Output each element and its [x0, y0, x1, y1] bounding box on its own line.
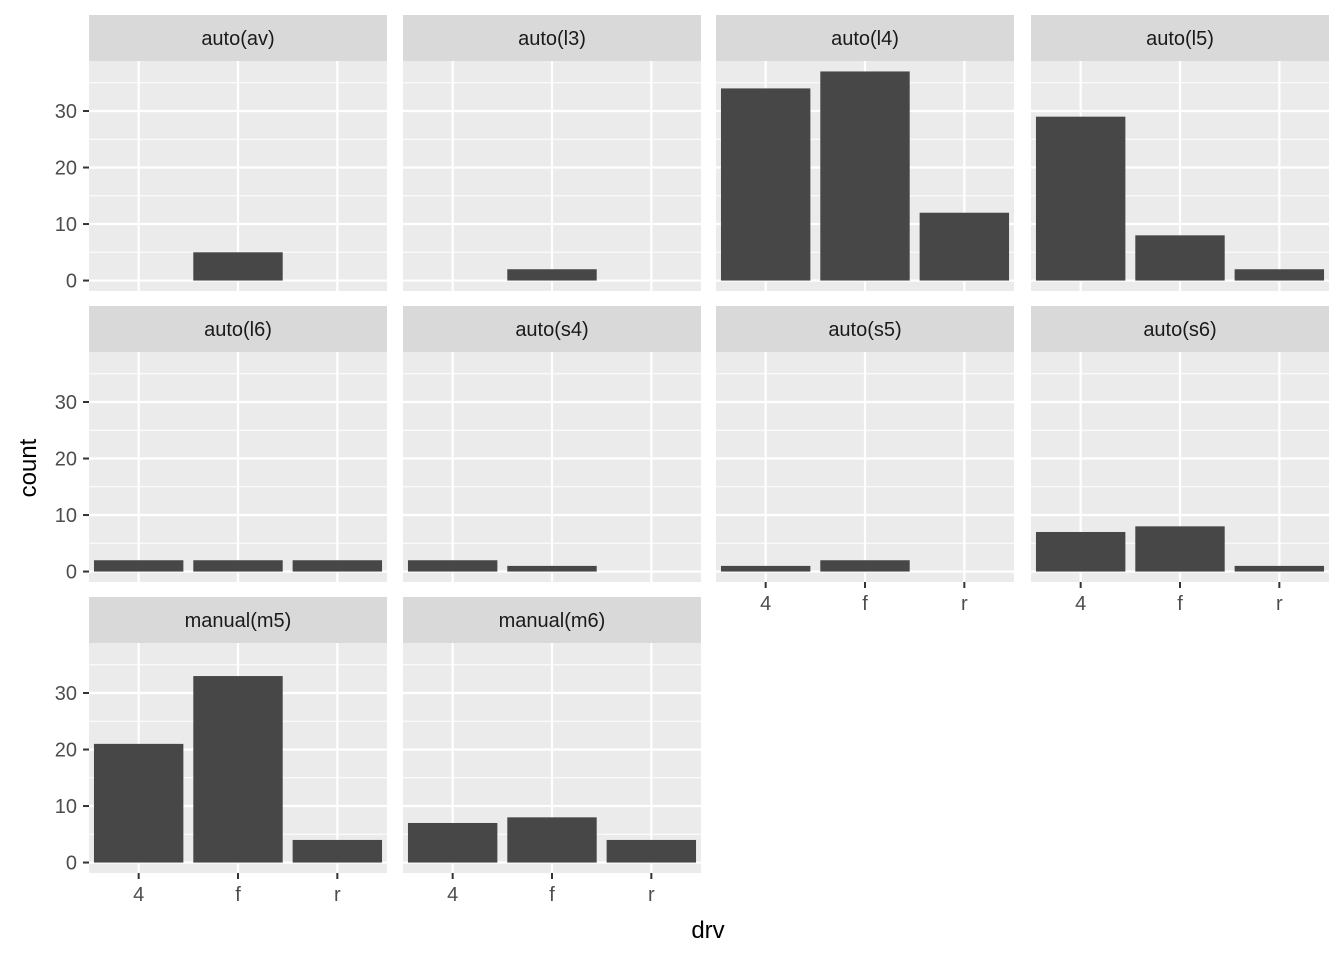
facet-strip [716, 306, 1014, 352]
bar-auto(l3)-f [507, 269, 597, 281]
facet-strip-label: auto(av) [201, 28, 274, 50]
bar-auto(s4)-4 [407, 560, 498, 572]
x-axis-title: drv [691, 917, 724, 944]
facet-strip-label: manual(m6) [499, 610, 606, 632]
facet-panel: auto(av) 0 10 20 30 [55, 15, 387, 293]
bar-auto(s6)-f [1135, 526, 1225, 572]
facet-strip-label: auto(l5) [1146, 28, 1214, 50]
facet-strip [1031, 306, 1329, 352]
bar-auto(av)-f [193, 252, 283, 281]
facet-strip [403, 306, 701, 352]
y-tick-label: 10 [55, 796, 77, 818]
bar-auto(s6)-4 [1035, 531, 1126, 572]
facet-panel: manual(m6) 4 f r [403, 597, 701, 906]
x-tick-label: f [235, 884, 241, 906]
y-tick-label: 0 [66, 853, 77, 875]
bar-auto(l5)-f [1135, 235, 1225, 281]
bar-auto(l5)-r [1234, 269, 1325, 281]
facet-panel: auto(s4) [403, 306, 701, 582]
bar-manual(m6)-f [507, 817, 597, 863]
bar-manual(m6)-4 [407, 822, 498, 863]
facet-strip [89, 306, 387, 352]
bar-auto(l4)-f [820, 71, 910, 281]
facet-strip-label: auto(s5) [828, 319, 901, 341]
bar-manual(m6)-r [606, 839, 697, 863]
facet-strip [1031, 15, 1329, 61]
facet-strip-label: auto(l3) [518, 28, 586, 50]
bar-auto(s4)-f [507, 565, 597, 572]
bar-auto(l5)-4 [1035, 116, 1126, 281]
facet-strip-label: manual(m5) [185, 610, 292, 632]
bar-manual(m5)-f [193, 676, 283, 863]
y-tick-label: 0 [66, 271, 77, 293]
y-tick-label: 20 [55, 158, 77, 180]
x-tick-label: r [648, 884, 655, 906]
x-tick-label: 4 [133, 884, 144, 906]
bar-auto(l6)-f [193, 560, 283, 572]
x-tick-label: 4 [1075, 593, 1086, 615]
facet-panel: auto(l6) 0 10 20 30 [55, 306, 387, 584]
bar-auto(s5)-f [820, 560, 910, 572]
y-tick-label: 30 [55, 101, 77, 123]
bar-auto(s6)-r [1234, 565, 1325, 572]
facet-panel: auto(l5) [1031, 15, 1329, 291]
facet-strip-label: auto(l4) [831, 28, 899, 50]
facet-panel: auto(l4) [716, 15, 1014, 291]
x-tick-label: f [1177, 593, 1183, 615]
bar-auto(l6)-4 [93, 560, 184, 572]
facet-strip [716, 15, 1014, 61]
y-tick-label: 10 [55, 505, 77, 527]
y-tick-label: 10 [55, 214, 77, 236]
y-axis-title: count [15, 438, 42, 497]
facet-strip [89, 597, 387, 643]
facet-panel: manual(m5) 0 10 20 30 4 f r [55, 597, 387, 906]
y-tick-label: 20 [55, 740, 77, 762]
facet-panel: auto(s6) 4 f r [1031, 306, 1329, 615]
facet-strip-label: auto(l6) [204, 319, 272, 341]
facet-strip-label: auto(s4) [515, 319, 588, 341]
facet-panels: auto(av) 0 10 20 30 auto(l3) auto(l4) auto(l5) a… [55, 15, 1329, 906]
bar-auto(l6)-r [292, 560, 383, 572]
bar-auto(s5)-4 [720, 565, 811, 572]
y-tick-label: 20 [55, 449, 77, 471]
x-tick-label: r [1276, 593, 1283, 615]
x-tick-label: 4 [760, 593, 771, 615]
x-tick-label: f [862, 593, 868, 615]
facet-strip [403, 597, 701, 643]
facet-strip [403, 15, 701, 61]
facet-strip-label: auto(s6) [1143, 319, 1216, 341]
bar-manual(m5)-r [292, 839, 383, 863]
x-tick-label: r [961, 593, 968, 615]
bar-auto(l4)-4 [720, 88, 811, 281]
x-tick-label: r [334, 884, 341, 906]
facet-panel: auto(l3) [403, 15, 701, 291]
bar-manual(m5)-4 [93, 743, 184, 863]
y-tick-label: 30 [55, 683, 77, 705]
bar-auto(l4)-r [919, 212, 1010, 281]
facet-strip [89, 15, 387, 61]
y-tick-label: 30 [55, 392, 77, 414]
y-tick-label: 0 [66, 562, 77, 584]
facet-panel: auto(s5) 4 f r [716, 306, 1014, 615]
x-tick-label: f [549, 884, 555, 906]
x-tick-label: 4 [447, 884, 458, 906]
